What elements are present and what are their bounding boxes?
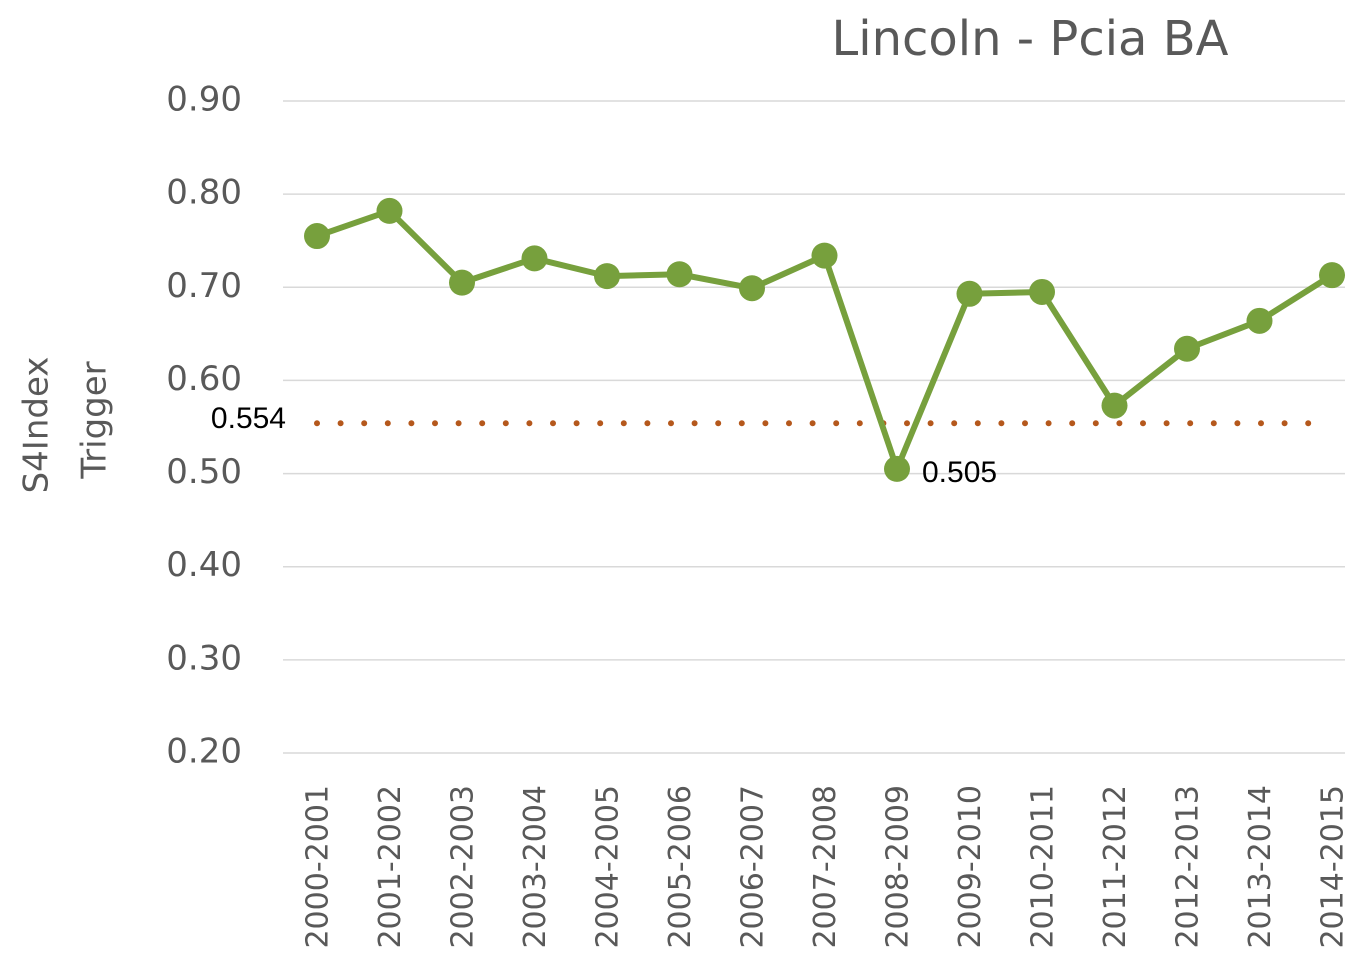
- data-point: [666, 261, 693, 288]
- data-point: [304, 223, 330, 250]
- y-axis-label: Trigger: [75, 361, 115, 479]
- trigger-label: 0.554: [211, 402, 286, 435]
- y-tick-label: 0.70: [166, 266, 242, 306]
- x-tick-label: 2005-2006: [663, 785, 698, 949]
- data-point: [1246, 307, 1273, 334]
- x-tick-label: 2001-2002: [373, 785, 408, 949]
- data-point: [1101, 392, 1128, 419]
- x-tick-label: 2006-2007: [736, 785, 771, 949]
- y-tick-label: 0.50: [166, 452, 242, 492]
- data-point: [376, 197, 403, 224]
- x-tick-label: 2010-2011: [1026, 785, 1061, 949]
- chart-title: Lincoln - Pcia BA: [832, 11, 1229, 67]
- x-tick-label: 2004-2005: [591, 785, 626, 949]
- data-label: 0.505: [922, 456, 997, 489]
- x-tick-label: 2002-2003: [446, 785, 481, 949]
- data-point: [739, 275, 765, 302]
- x-tick-label: 2000-2001: [301, 785, 336, 949]
- data-point: [884, 455, 910, 482]
- x-tick-label: 2009-2010: [953, 785, 988, 949]
- y-tick-label: 0.60: [166, 359, 242, 399]
- x-tick-label: 2012-2013: [1171, 785, 1206, 949]
- y-tick-label: 0.20: [166, 732, 242, 772]
- data-point: [1174, 335, 1200, 362]
- data-point: [1029, 278, 1055, 305]
- data-point: [449, 269, 475, 296]
- data-point: [1319, 262, 1345, 289]
- y-tick-label: 0.90: [166, 80, 242, 120]
- y-tick-label: 0.30: [166, 638, 242, 678]
- x-tick-label: 2013-2014: [1243, 785, 1278, 949]
- x-tick-label: 2008-2009: [881, 785, 916, 949]
- y-tick-label: 0.40: [166, 545, 242, 585]
- data-point: [521, 245, 548, 272]
- x-tick-label: 2014-2015: [1316, 785, 1350, 949]
- x-tick-label: 2007-2008: [808, 785, 843, 949]
- y-axis-label: S4Index: [17, 357, 57, 494]
- x-tick-label: 2011-2012: [1098, 785, 1133, 949]
- y-tick-label: 0.80: [166, 173, 242, 213]
- data-point: [956, 280, 983, 307]
- x-tick-label: 2003-2004: [518, 785, 553, 949]
- data-point: [594, 263, 620, 290]
- data-point: [811, 242, 838, 269]
